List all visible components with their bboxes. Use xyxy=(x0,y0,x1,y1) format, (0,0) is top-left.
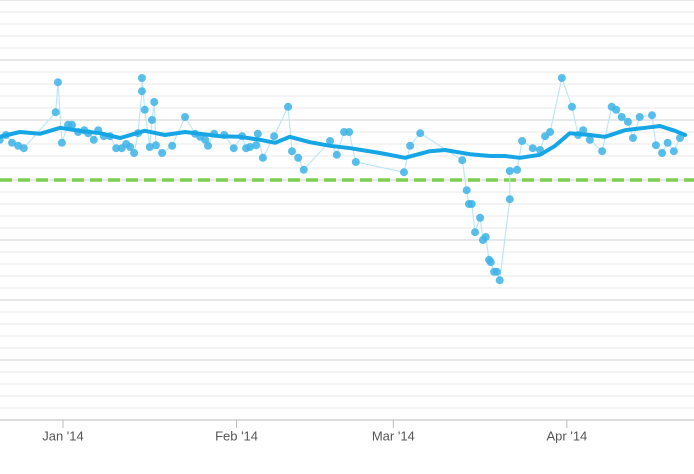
point xyxy=(471,228,480,237)
point xyxy=(476,213,485,222)
point xyxy=(245,143,254,151)
point xyxy=(486,258,495,267)
point xyxy=(505,167,514,175)
point xyxy=(258,153,267,162)
point xyxy=(492,267,501,276)
point xyxy=(284,102,293,111)
point xyxy=(651,141,660,150)
point xyxy=(204,141,213,150)
x-tick-label: Jan '14 xyxy=(42,428,84,443)
point xyxy=(598,147,607,156)
point xyxy=(416,129,425,138)
point xyxy=(112,144,121,153)
point xyxy=(669,147,678,156)
point xyxy=(130,149,139,157)
point xyxy=(462,186,471,195)
x-tick-label: Apr '14 xyxy=(547,428,588,443)
point xyxy=(481,233,490,241)
point xyxy=(658,149,667,157)
point xyxy=(294,153,303,162)
point xyxy=(140,105,149,114)
point xyxy=(151,141,160,150)
point xyxy=(612,105,621,114)
point xyxy=(299,165,308,174)
point xyxy=(57,138,66,147)
point xyxy=(505,195,514,204)
point xyxy=(287,147,296,156)
point xyxy=(201,135,210,144)
point xyxy=(150,98,159,106)
point xyxy=(168,141,177,150)
point xyxy=(617,113,626,121)
trend-line xyxy=(0,124,688,160)
point xyxy=(67,120,76,129)
point xyxy=(635,113,644,121)
point xyxy=(19,144,28,153)
point xyxy=(557,74,566,82)
point xyxy=(663,138,672,147)
x-tick-label: Mar '14 xyxy=(372,428,415,443)
point xyxy=(518,137,527,145)
point xyxy=(579,126,588,135)
point xyxy=(585,135,594,144)
point xyxy=(270,132,279,141)
point xyxy=(229,144,238,153)
point xyxy=(567,102,576,111)
point xyxy=(406,141,415,150)
point xyxy=(528,144,537,153)
point xyxy=(326,137,335,145)
point xyxy=(145,143,154,151)
point xyxy=(51,108,60,117)
point xyxy=(253,129,262,138)
point xyxy=(345,128,354,136)
point xyxy=(495,276,504,285)
point xyxy=(467,200,476,208)
point xyxy=(648,111,657,120)
point xyxy=(676,134,685,142)
point xyxy=(623,117,632,126)
point xyxy=(126,143,135,151)
point xyxy=(53,78,62,87)
point xyxy=(181,113,190,121)
x-tick-label: Feb '14 xyxy=(215,428,258,443)
point xyxy=(546,128,555,136)
point xyxy=(513,165,522,174)
point xyxy=(8,138,17,147)
point xyxy=(252,141,261,150)
point xyxy=(148,116,157,124)
point xyxy=(399,168,408,177)
point xyxy=(332,150,341,159)
point xyxy=(628,134,637,142)
point xyxy=(89,135,98,144)
point xyxy=(137,74,146,82)
point xyxy=(137,87,146,96)
point xyxy=(458,156,467,165)
point xyxy=(158,149,167,157)
point xyxy=(351,158,360,166)
